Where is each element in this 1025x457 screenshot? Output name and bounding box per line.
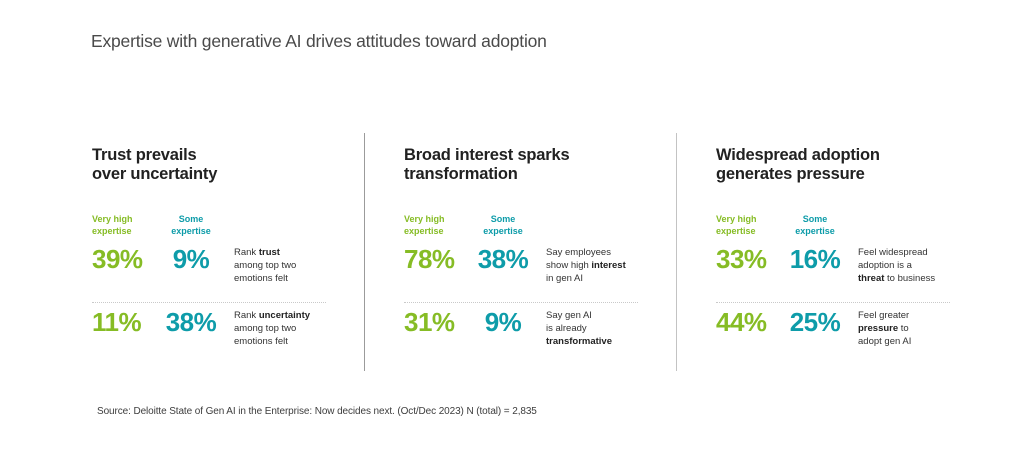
desc-text: Rank (234, 310, 259, 321)
stat-value-some: 9% (172, 244, 210, 274)
stat-value-very-high: 78% (404, 244, 455, 274)
desc-text: Rank (234, 247, 259, 258)
series-labels-row: Very high expertise Some expertise (92, 214, 226, 237)
series-labels-row: Very high expertise Some expertise (404, 214, 538, 237)
stat-column-pressure: Widespread adoption generates pressure V… (716, 133, 966, 378)
column-heading: Widespread adoption generates pressure (716, 146, 880, 183)
stat-value-very-high: 33% (716, 244, 767, 274)
label-some-expertise: Some expertise (171, 214, 211, 236)
desc-keyword: interest (591, 260, 626, 271)
desc-text: Feel widespread adoption is a (858, 247, 928, 271)
desc-keyword: transformative (546, 336, 612, 347)
stat-description: Feel greater pressure to adopt gen AI (858, 309, 964, 348)
desc-text: Feel greater (858, 310, 910, 321)
stat-row: 44% 25% Feel greater pressure to adopt g… (716, 309, 964, 348)
stat-value-some: 38% (477, 244, 529, 274)
stat-row: 33% 16% Feel widespread adoption is a th… (716, 246, 964, 285)
desc-text: to adopt gen AI (858, 323, 912, 347)
stat-row: 11% 38% Rank uncertainty among top two e… (92, 309, 340, 348)
stat-row: 78% 38% Say employees show high interest… (404, 246, 652, 285)
desc-text: to business (884, 273, 936, 284)
source-note: Source: Deloitte State of Gen AI in the … (97, 406, 537, 417)
label-some-expertise: Some expertise (483, 214, 523, 236)
desc-keyword: trust (258, 247, 280, 258)
stat-value-very-high: 44% (716, 307, 767, 337)
row-divider (716, 302, 950, 303)
stat-value-very-high: 31% (404, 307, 455, 337)
label-very-high-expertise: Very high expertise (404, 214, 445, 236)
desc-text: in gen AI (546, 273, 583, 284)
desc-text: Say employees show high (546, 247, 611, 271)
stat-value-very-high: 11% (92, 307, 142, 337)
desc-keyword: threat (858, 273, 885, 284)
stat-description: Rank uncertainty among top two emotions … (234, 309, 340, 348)
desc-keyword: uncertainty (258, 310, 311, 321)
column-heading: Trust prevails over uncertainty (92, 146, 218, 183)
row-divider (92, 302, 326, 303)
series-labels-row: Very high expertise Some expertise (716, 214, 850, 237)
row-divider (404, 302, 638, 303)
label-very-high-expertise: Very high expertise (716, 214, 757, 236)
stat-row: 39% 9% Rank trust among top two emotions… (92, 246, 340, 285)
stat-value-very-high: 39% (92, 244, 143, 274)
desc-text: Say gen AI is already (546, 310, 592, 334)
stat-value-some: 16% (789, 244, 841, 274)
stat-description: Say employees show high interest in gen … (546, 246, 652, 285)
desc-text: among top two emotions felt (234, 260, 297, 284)
desc-keyword: pressure (858, 323, 899, 334)
column-divider-1 (364, 133, 365, 371)
column-divider-2 (676, 133, 677, 371)
label-very-high-expertise: Very high expertise (92, 214, 133, 236)
stat-value-some: 38% (165, 307, 217, 337)
stat-row: 31% 9% Say gen AI is already transformat… (404, 309, 652, 348)
desc-text: among top two emotions felt (234, 323, 297, 347)
stat-description: Rank trust among top two emotions felt (234, 246, 340, 285)
stat-column-trust: Trust prevails over uncertainty Very hig… (92, 133, 342, 378)
stat-column-interest: Broad interest sparks transformation Ver… (404, 133, 654, 378)
column-heading: Broad interest sparks transformation (404, 146, 570, 183)
page-title: Expertise with generative AI drives atti… (91, 31, 547, 51)
stat-value-some: 9% (484, 307, 522, 337)
stat-description: Feel widespread adoption is a threat to … (858, 246, 964, 285)
label-some-expertise: Some expertise (795, 214, 835, 236)
stat-description: Say gen AI is already transformative (546, 309, 652, 348)
stat-value-some: 25% (789, 307, 841, 337)
